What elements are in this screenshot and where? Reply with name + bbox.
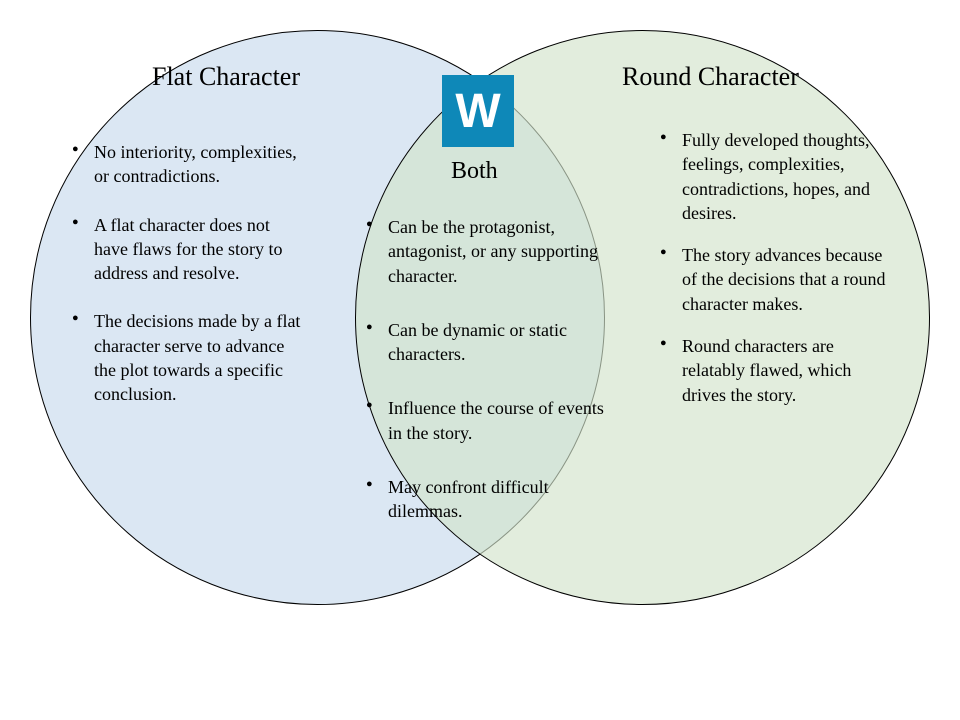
list-item: Influence the course of events in the st… [366,396,616,445]
list-item: A flat character does not have flaws for… [72,213,302,286]
center-heading: Both [451,158,498,185]
list-item: Can be dynamic or static characters. [366,318,616,367]
list-item: No interiority, complexities, or contrad… [72,140,302,189]
list-item: May confront difficult dilemmas. [366,475,616,524]
venn-diagram: Flat Character Round Character W Both No… [0,0,960,720]
left-heading: Flat Character [152,62,300,92]
list-item: Can be the protagonist, antagonist, or a… [366,215,616,288]
right-list: Fully developed thoughts, feelings, comp… [660,128,890,425]
center-list: Can be the protagonist, antagonist, or a… [366,215,616,554]
list-item: The decisions made by a flat character s… [72,309,302,406]
right-heading: Round Character [622,62,799,92]
list-item: The story advances because of the decisi… [660,243,890,316]
logo-letter: W [455,84,500,139]
left-list: No interiority, complexities, or contrad… [72,140,302,431]
list-item: Round characters are relatably flawed, w… [660,334,890,407]
logo-badge: W [442,75,514,147]
list-item: Fully developed thoughts, feelings, comp… [660,128,890,225]
